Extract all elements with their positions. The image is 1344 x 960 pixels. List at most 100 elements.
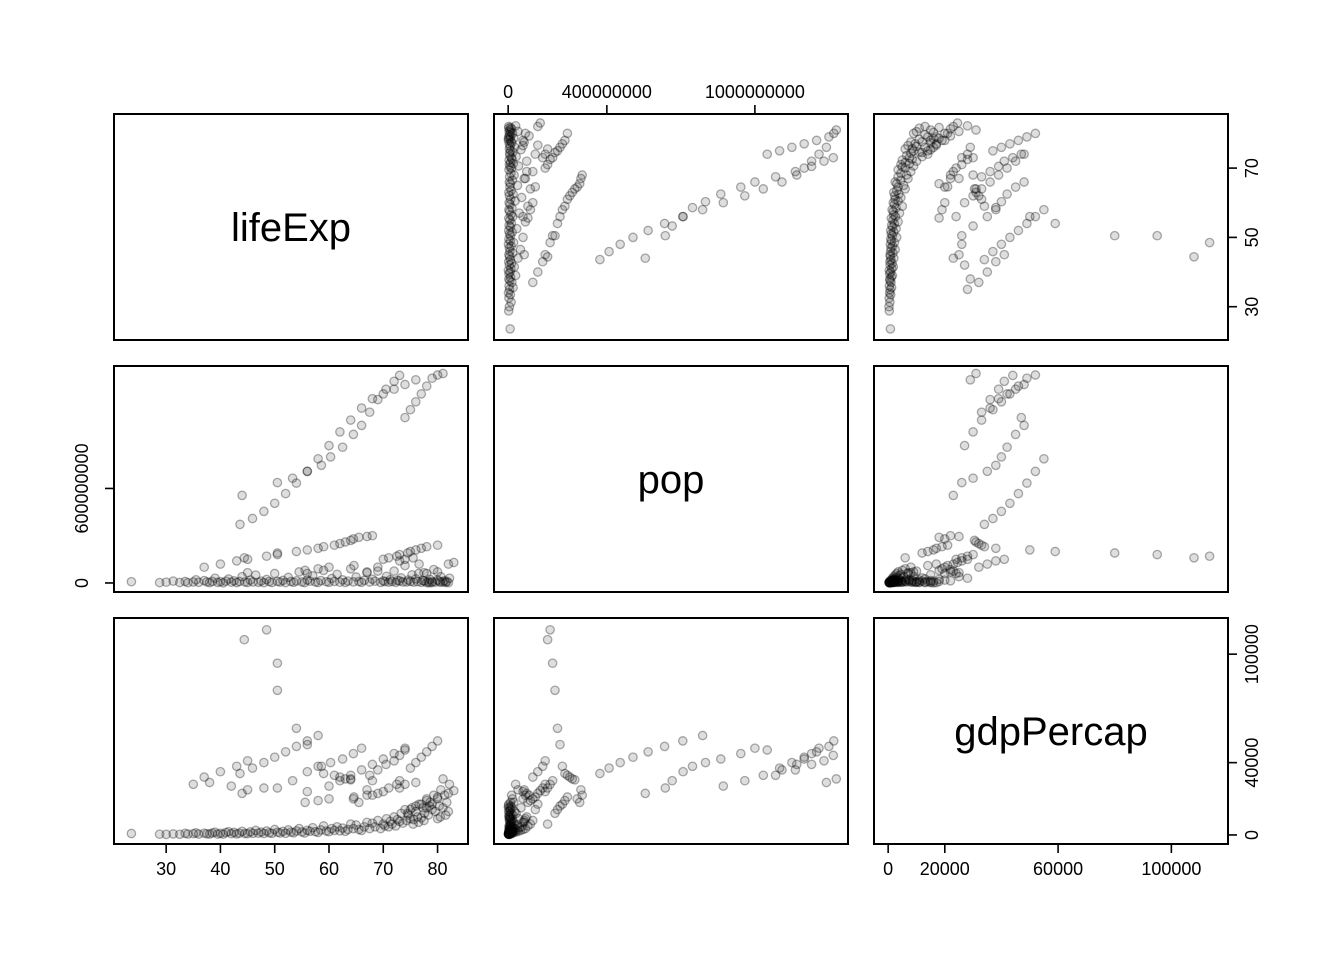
data-point <box>505 797 516 808</box>
data-point <box>567 774 578 784</box>
data-point <box>234 576 245 587</box>
data-point <box>425 574 435 585</box>
data-point <box>505 199 515 210</box>
tick-label-pop: 400000000 <box>562 82 652 102</box>
data-point <box>1002 389 1012 399</box>
data-point <box>506 124 517 134</box>
tick-label-lifeExp: 50 <box>265 859 285 879</box>
data-point <box>525 819 536 829</box>
data-point <box>896 175 906 186</box>
data-point <box>821 142 832 153</box>
data-point <box>1016 412 1027 423</box>
data-point <box>900 184 911 194</box>
data-point <box>362 790 372 801</box>
data-point <box>505 272 516 283</box>
data-point <box>245 827 256 837</box>
data-point <box>414 559 424 569</box>
data-point <box>894 189 904 199</box>
data-point <box>414 799 424 810</box>
data-point <box>886 277 896 288</box>
data-point <box>888 577 898 587</box>
data-point <box>540 249 551 260</box>
data-point <box>407 802 417 813</box>
data-point <box>897 162 908 172</box>
data-point <box>518 232 528 243</box>
data-point <box>982 466 993 477</box>
data-point <box>410 806 421 817</box>
data-point <box>168 829 179 839</box>
data-point <box>920 574 930 584</box>
data-point <box>889 574 900 585</box>
data-point <box>432 370 443 380</box>
data-point <box>520 216 531 227</box>
data-point <box>948 166 959 177</box>
data-point <box>504 229 515 239</box>
data-point <box>971 184 981 194</box>
data-point <box>432 813 443 824</box>
data-point <box>207 828 218 838</box>
data-point <box>505 132 516 142</box>
data-point <box>444 779 455 790</box>
data-point <box>269 568 280 579</box>
data-point <box>1109 548 1120 558</box>
data-point <box>572 182 583 192</box>
data-point <box>504 301 515 312</box>
data-point <box>831 774 842 784</box>
data-point <box>443 577 454 588</box>
data-point <box>889 190 900 201</box>
data-point <box>999 376 1010 387</box>
data-point <box>891 232 902 243</box>
data-point <box>515 825 526 836</box>
data-point <box>506 826 516 837</box>
tick-label-lifeExp: 50 <box>1242 227 1262 247</box>
data-point <box>318 768 329 779</box>
data-point <box>280 746 291 757</box>
data-point <box>507 277 517 288</box>
data-point <box>511 808 521 819</box>
data-point <box>509 170 519 180</box>
data-point <box>885 576 896 587</box>
data-point <box>505 821 515 831</box>
data-point <box>884 577 895 588</box>
data-point <box>999 554 1010 565</box>
data-point <box>245 575 256 585</box>
data-point <box>884 577 895 588</box>
data-point <box>758 184 769 194</box>
data-point <box>1010 156 1021 167</box>
data-point <box>291 576 302 586</box>
data-point <box>1005 498 1015 509</box>
data-point <box>367 790 378 801</box>
data-point <box>510 827 521 838</box>
data-point <box>272 548 283 558</box>
data-point <box>507 810 518 820</box>
data-point <box>962 149 973 160</box>
data-point <box>226 828 237 839</box>
data-point <box>272 576 283 587</box>
data-point <box>443 788 454 799</box>
data-point <box>504 159 515 170</box>
data-point <box>337 754 348 764</box>
data-point <box>758 770 769 781</box>
data-point <box>302 466 313 477</box>
data-point <box>313 827 323 838</box>
data-point <box>542 634 553 645</box>
data-point <box>367 393 378 404</box>
data-point <box>264 827 275 838</box>
data-point <box>885 577 895 587</box>
data-point <box>505 824 516 835</box>
data-point <box>569 774 580 785</box>
data-point <box>272 685 283 696</box>
data-point <box>229 575 239 586</box>
data-point <box>968 170 978 180</box>
data-point <box>235 519 245 530</box>
data-point <box>982 211 993 222</box>
data-point <box>405 404 416 415</box>
data-point <box>911 577 922 588</box>
data-point <box>507 825 518 836</box>
data-point <box>530 792 541 802</box>
data-point <box>897 565 908 576</box>
data-point <box>934 213 944 223</box>
data-point <box>356 577 367 588</box>
data-point <box>505 823 515 834</box>
data-point <box>956 230 967 241</box>
